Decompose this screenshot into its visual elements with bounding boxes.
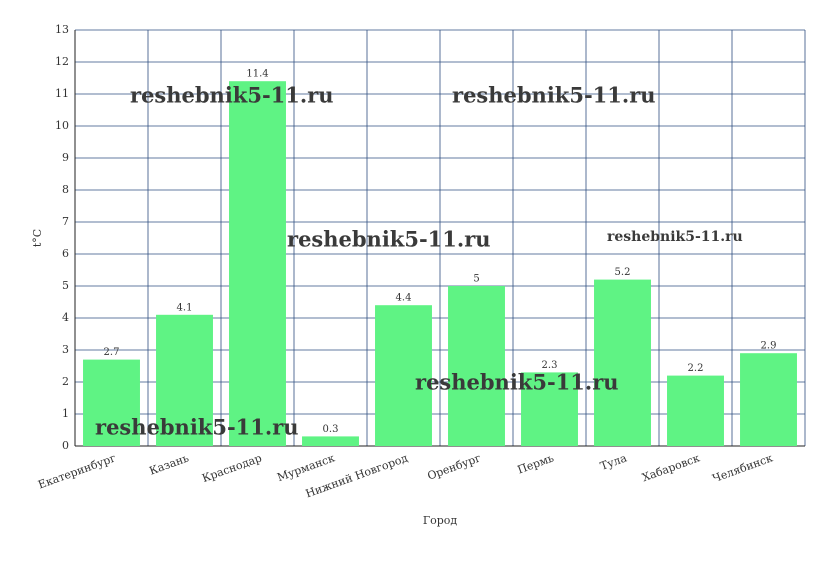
value-label: 5 (473, 274, 479, 285)
bar (740, 353, 797, 446)
bar (594, 279, 651, 446)
bar (375, 305, 432, 446)
bar (156, 314, 213, 446)
y-tick-label: 6 (62, 247, 69, 260)
y-tick-label: 7 (62, 215, 69, 228)
x-tick-label: Казань (148, 451, 191, 477)
x-tick-label: Тула (598, 451, 629, 473)
value-label: 2.3 (542, 360, 558, 371)
x-tick-label: Челябинск (711, 451, 775, 485)
watermark: reshebnik5-11.ru (95, 415, 299, 440)
bar (521, 372, 578, 446)
x-tick-label: Краснодар (200, 451, 263, 485)
value-label: 4.4 (396, 293, 412, 304)
value-label: 2.9 (761, 341, 777, 352)
y-tick-label: 2 (62, 375, 69, 388)
value-label: 2.2 (688, 363, 704, 374)
bar (83, 359, 140, 446)
y-tick-label: 8 (62, 183, 69, 196)
bar (302, 436, 359, 446)
bar (448, 286, 505, 446)
y-tick-label: 5 (62, 279, 69, 292)
y-tick-label: 4 (62, 311, 69, 324)
watermark: reshebnik5-11.ru (607, 229, 743, 245)
bar (229, 81, 286, 446)
value-label: 2.7 (104, 347, 120, 358)
value-label: 11.4 (246, 69, 268, 80)
y-tick-label: 10 (55, 119, 69, 132)
y-tick-label: 13 (55, 23, 69, 36)
x-tick-label: Пермь (516, 451, 556, 476)
watermark: reshebnik5-11.ru (452, 83, 656, 108)
watermark: reshebnik5-11.ru (130, 83, 334, 108)
y-tick-label: 11 (55, 87, 69, 100)
watermark: reshebnik5-11.ru (287, 227, 491, 252)
y-tick-label: 3 (62, 343, 69, 356)
x-tick-label: Екатеринбург (36, 451, 117, 491)
value-label: 4.1 (177, 302, 193, 313)
x-tick-label: Оренбург (426, 451, 483, 482)
y-tick-label: 9 (62, 151, 69, 164)
bar (667, 375, 724, 446)
x-tick-label: Хабаровск (640, 451, 701, 484)
value-label: 5.2 (615, 267, 631, 278)
value-label: 0.3 (323, 424, 339, 435)
watermark: reshebnik5-11.ru (415, 370, 619, 395)
y-tick-label: 0 (62, 439, 69, 452)
y-tick-label: 1 (62, 407, 69, 420)
y-tick-label: 12 (55, 55, 69, 68)
y-axis-label: t°C (31, 229, 44, 247)
x-axis-label: Город (423, 514, 458, 527)
